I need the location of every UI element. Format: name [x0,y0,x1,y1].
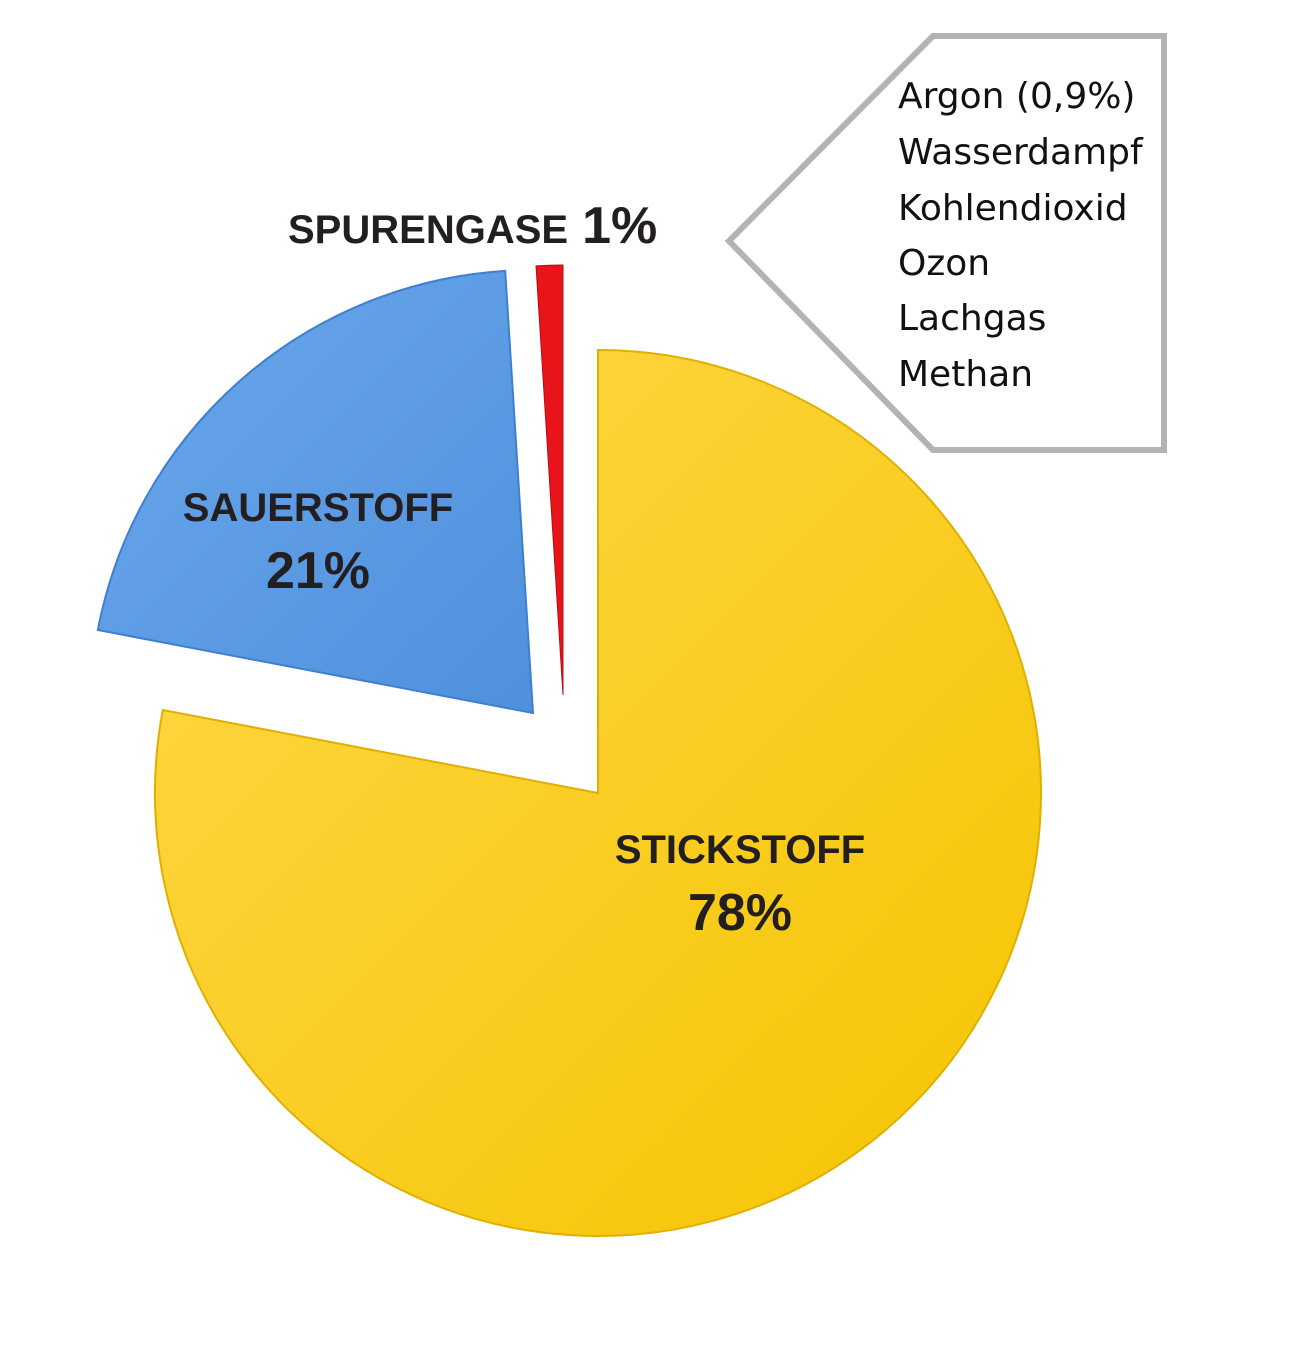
label-sauerstoff-value: 21% [266,542,370,600]
callout-item: Ozon [898,243,990,284]
slice-spurengase [535,264,564,696]
label-stickstoff-value: 78% [688,884,792,942]
label-spurengase: SPURENGASE 1% [288,197,657,255]
slice-sauerstoff [96,269,535,715]
label-spurengase-value: 1% [582,197,657,255]
label-stickstoff-name: STICKSTOFF [615,828,865,872]
callout-item: Wasserdampf [898,132,1144,173]
callout-item: Kohlendioxid [898,188,1128,229]
callout-item: Methan [898,354,1033,395]
slice-stickstoff [154,348,1042,1237]
callout-item: Lachgas [898,298,1046,339]
label-spurengase-name: SPURENGASE [288,208,568,252]
callout-list: Argon (0,9%) Wasserdampf Kohlendioxid Oz… [898,76,1144,395]
label-sauerstoff-name: SAUERSTOFF [183,486,453,530]
callout-item: Argon (0,9%) [898,76,1135,117]
callout-box [724,33,1167,453]
